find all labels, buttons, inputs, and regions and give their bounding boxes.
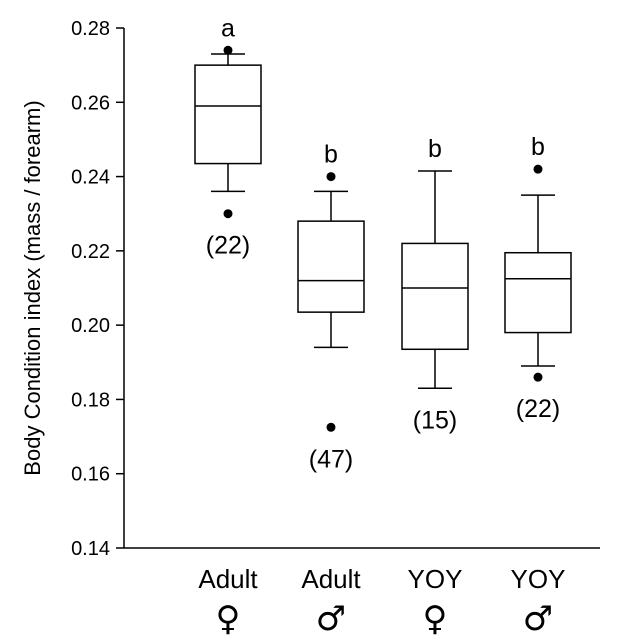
y-tick-label: 0.14 — [71, 538, 110, 560]
iqr-box — [194, 64, 262, 165]
outlier-point — [533, 164, 543, 174]
y-tick-label: 0.16 — [71, 464, 110, 486]
sample-size-label: (22) — [206, 232, 250, 260]
box-group: b (22) YOY ♂ — [504, 133, 572, 638]
box-group: b (15) YOY ♀ — [401, 135, 469, 638]
significance-letter: b — [531, 133, 545, 161]
sex-symbol-label: ♂ — [316, 599, 346, 638]
iqr-box — [504, 251, 572, 334]
outlier-point — [223, 209, 233, 219]
outlier-point — [326, 422, 336, 432]
outlier-point — [326, 172, 336, 182]
y-tick-label: 0.26 — [71, 92, 110, 114]
sample-size-label: (15) — [413, 406, 457, 434]
box-group: b (47) Adult ♂ — [297, 141, 365, 638]
box-groups: a (22) Adult ♀ b (47) Adult ♂ b (15) YOY ♀ b (22) YOY ♂ — [194, 14, 572, 638]
y-axis-ticks: 0.14 0.16 0.18 0.20 0.22 0.24 0.26 0.28 — [71, 18, 124, 560]
y-tick-label: 0.22 — [71, 241, 110, 263]
y-axis-title: Body Condition index (mass / forearm) — [20, 100, 45, 475]
x-category-label: Adult — [301, 564, 361, 594]
outlier-point — [533, 372, 543, 382]
outlier-point — [223, 45, 233, 55]
significance-letter: a — [221, 14, 235, 42]
x-category-label: YOY — [511, 564, 566, 594]
y-tick-label: 0.24 — [71, 167, 110, 189]
significance-letter: b — [428, 135, 442, 163]
sample-size-label: (22) — [516, 395, 560, 423]
iqr-box — [401, 242, 469, 351]
significance-letter: b — [324, 141, 338, 169]
iqr-box — [297, 220, 365, 313]
sex-symbol-label: ♀ — [423, 599, 448, 638]
y-tick-label: 0.18 — [71, 389, 110, 411]
y-tick-label: 0.28 — [71, 18, 110, 40]
box-group: a (22) Adult ♀ — [194, 14, 262, 638]
x-category-label: Adult — [198, 564, 258, 594]
sex-symbol-label: ♂ — [523, 599, 553, 638]
sex-symbol-label: ♀ — [216, 599, 241, 638]
x-category-label: YOY — [408, 564, 463, 594]
y-tick-label: 0.20 — [71, 315, 110, 337]
sample-size-label: (47) — [309, 445, 353, 473]
